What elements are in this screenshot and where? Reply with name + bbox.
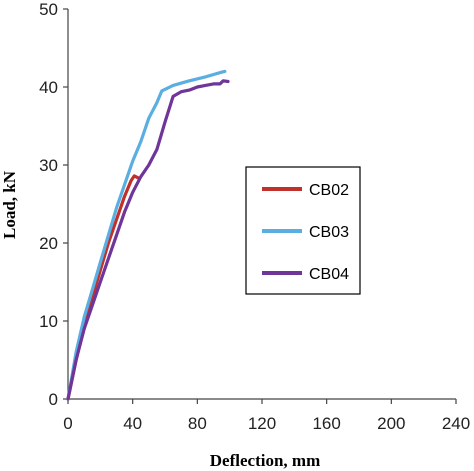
x-tick-label: 40 <box>123 414 142 433</box>
legend: CB02 CB03 CB04 <box>245 166 361 295</box>
y-tick-label: 50 <box>39 0 58 19</box>
x-tick-label: 200 <box>377 414 405 433</box>
y-axis-title: Load, kN <box>0 170 19 239</box>
axes <box>63 8 457 404</box>
x-tick-label: 160 <box>312 414 340 433</box>
series-line-cb02 <box>66 174 141 401</box>
series-layer <box>66 69 230 401</box>
x-tick-label: 80 <box>188 414 207 433</box>
series-line-cb04 <box>66 79 230 401</box>
x-tick-label: 240 <box>442 414 470 433</box>
series-line-cb03 <box>66 69 227 401</box>
x-tick-label: 120 <box>248 414 276 433</box>
y-tick-label: 20 <box>39 234 58 253</box>
x-tick-label: 0 <box>63 414 72 433</box>
x-axis-title: Deflection, mm <box>210 451 320 470</box>
legend-label-cb02: CB02 <box>309 182 349 199</box>
tick-labels: 0 10 20 30 40 50 0 40 80 120 160 200 240 <box>39 0 470 433</box>
legend-label-cb04: CB04 <box>309 266 349 283</box>
y-tick-label: 0 <box>49 390 58 409</box>
y-tick-label: 10 <box>39 312 58 331</box>
legend-label-cb03: CB03 <box>309 224 349 241</box>
y-tick-label: 40 <box>39 78 58 97</box>
y-tick-label: 30 <box>39 156 58 175</box>
